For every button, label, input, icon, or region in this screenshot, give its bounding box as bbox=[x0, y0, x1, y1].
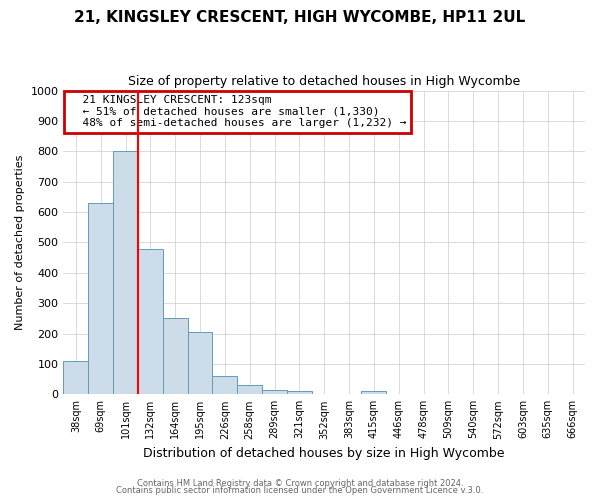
Bar bbox=[287, 392, 312, 394]
Bar bbox=[188, 332, 212, 394]
Bar bbox=[163, 318, 188, 394]
Text: 21, KINGSLEY CRESCENT, HIGH WYCOMBE, HP11 2UL: 21, KINGSLEY CRESCENT, HIGH WYCOMBE, HP1… bbox=[74, 10, 526, 25]
Bar bbox=[138, 248, 163, 394]
X-axis label: Distribution of detached houses by size in High Wycombe: Distribution of detached houses by size … bbox=[143, 447, 505, 460]
Text: Contains public sector information licensed under the Open Government Licence v.: Contains public sector information licen… bbox=[116, 486, 484, 495]
Text: 21 KINGSLEY CRESCENT: 123sqm
  ← 51% of detached houses are smaller (1,330)
  48: 21 KINGSLEY CRESCENT: 123sqm ← 51% of de… bbox=[68, 95, 406, 128]
Bar bbox=[212, 376, 237, 394]
Bar bbox=[237, 385, 262, 394]
Title: Size of property relative to detached houses in High Wycombe: Size of property relative to detached ho… bbox=[128, 75, 520, 88]
Bar bbox=[361, 392, 386, 394]
Y-axis label: Number of detached properties: Number of detached properties bbox=[15, 154, 25, 330]
Bar bbox=[88, 203, 113, 394]
Bar bbox=[64, 361, 88, 394]
Bar bbox=[113, 152, 138, 394]
Bar bbox=[262, 390, 287, 394]
Text: Contains HM Land Registry data © Crown copyright and database right 2024.: Contains HM Land Registry data © Crown c… bbox=[137, 478, 463, 488]
